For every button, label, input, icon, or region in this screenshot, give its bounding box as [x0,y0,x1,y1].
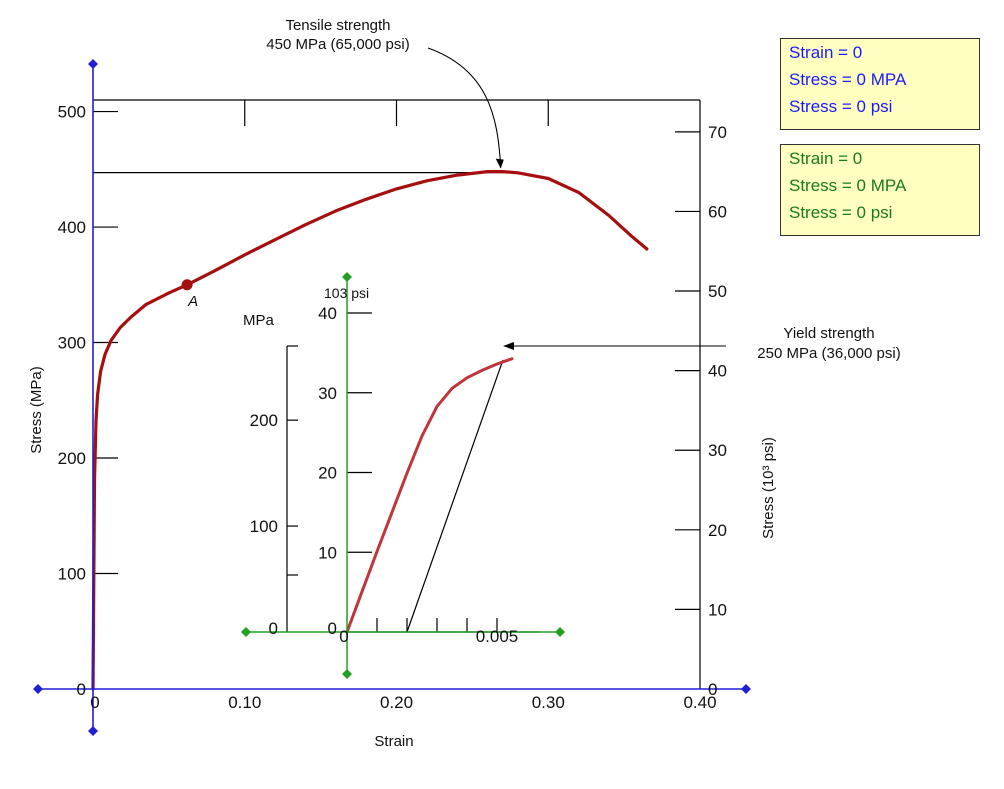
main-axis-right-handle[interactable] [741,684,751,694]
x-tick-label: 0 [90,693,99,712]
main-axis-bottom-handle[interactable] [88,726,98,736]
blue-stress-psi-readout: Stress = 0 psi [789,97,893,116]
inset-psi-tick-label: 40 [318,304,337,323]
x-tick-label: 0.10 [228,693,261,712]
y2-tick-label: 10 [708,600,727,619]
inset-axis-right-handle[interactable] [555,627,565,637]
x-axis-title: Strain [374,733,413,750]
blue-cursor-readout: Strain = 0 Stress = 0 MPA Stress = 0 psi [780,38,980,130]
y2-tick-label: 40 [708,362,727,381]
yield-arrowhead [503,342,514,350]
y-tick-label: 200 [58,449,86,468]
inset-elastic-curve [345,357,514,634]
point-a-label: A [187,293,198,310]
tensile-pointer-arrow [427,47,502,168]
inset-psi-tick-label: 20 [318,464,337,483]
inset-mpa-tick-label: 100 [250,517,278,536]
tensile-label-line2: 450 MPa (65,000 psi) [266,36,409,53]
inset-axis-left-handle[interactable] [241,627,251,637]
y-tick-label: 0 [77,680,86,699]
inset-axis-top-handle[interactable] [342,272,352,282]
blue-strain-readout: Strain = 0 [789,43,863,62]
inset-x-tick-label: 0.005 [476,627,519,646]
y2-tick-label: 60 [708,202,727,221]
inset-mpa-tick-label: 0 [269,619,278,638]
green-cursor-readout: Strain = 0 Stress = 0 MPA Stress = 0 psi [780,144,980,236]
y-tick-label: 400 [58,218,86,237]
y2-axis-title: Stress (10³ psi) [760,437,777,539]
y2-tick-label: 30 [708,441,727,460]
y2-tick-label: 70 [708,123,727,142]
y-tick-label: 500 [58,103,86,122]
inset-x-tick-label: 0 [339,627,348,646]
green-stress-mpa-readout: Stress = 0 MPA [789,176,907,195]
main-stress-strain-curve [91,170,649,691]
green-strain-readout: Strain = 0 [789,149,863,168]
y2-tick-label: 0 [708,680,717,699]
main-axis-top-handle[interactable] [88,59,98,69]
inset-psi-tick-label: 30 [318,384,337,403]
inset-psi-tick-label: 10 [318,543,337,562]
yield-label-line1: Yield strength [783,325,874,342]
x-tick-label: 0.20 [380,693,413,712]
tensile-arrowhead [495,158,504,169]
inset-axis-bottom-handle[interactable] [342,669,352,679]
inset-mpa-unit: MPa [243,312,275,329]
y2-tick-label: 20 [708,521,727,540]
point-a-marker [181,279,193,291]
green-stress-psi-readout: Stress = 0 psi [789,203,893,222]
inset-offset-line [406,359,504,633]
main-axis-left-handle[interactable] [33,684,43,694]
x-tick-label: 0.30 [532,693,565,712]
yield-label-line2: 250 MPa (36,000 psi) [757,345,900,362]
y-tick-label: 100 [58,565,86,584]
x-tick-label: 0.40 [683,693,716,712]
inset-psi-tick-label: 0 [328,619,337,638]
inset-mpa-tick-label: 200 [250,411,278,430]
inset-psi-unit: 103 psi [324,285,369,301]
y-tick-label: 300 [58,334,86,353]
tensile-label-line1: Tensile strength [285,17,390,34]
blue-stress-mpa-readout: Stress = 0 MPA [789,70,907,89]
y2-tick-label: 50 [708,282,727,301]
y-axis-title: Stress (MPa) [28,366,45,454]
